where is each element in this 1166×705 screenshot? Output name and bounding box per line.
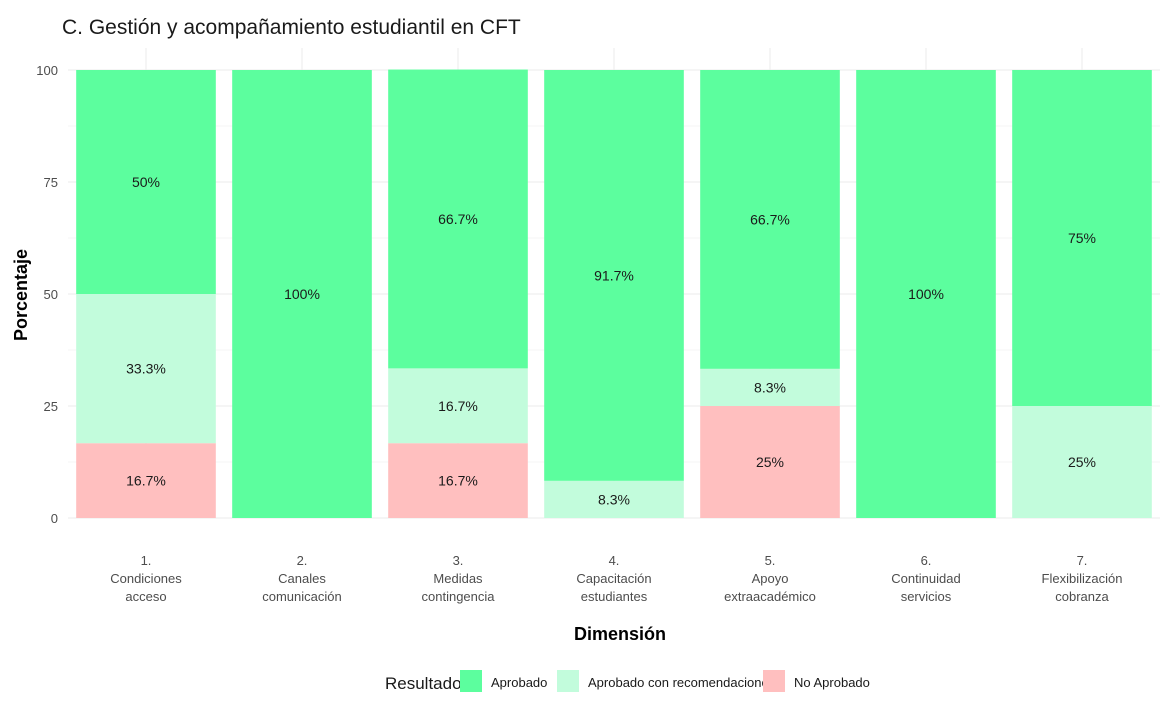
bar-segment (700, 70, 840, 369)
bar-segment (700, 406, 840, 518)
bar-segment (388, 368, 528, 444)
bar-value-label: 75% (1068, 230, 1096, 246)
x-axis: 1. Condiciones acceso 2. Canales comunicación… (110, 553, 1122, 604)
bar-value-label: 100% (908, 286, 944, 302)
bar-labels: 16.7% 33.3% 50% 100% 16.7% 16.7% 66.7% 8.3% 91.7… (126, 174, 1096, 507)
bar-segment (1012, 70, 1152, 406)
bar-value-label: 33.3% (126, 361, 166, 377)
bar-segment (544, 70, 684, 481)
bar-value-label: 16.7% (438, 398, 478, 414)
bar-segment (388, 443, 528, 518)
bar-segment (388, 69, 528, 369)
bar-value-label: 66.7% (750, 211, 790, 227)
legend-key (763, 670, 785, 692)
chart-title: C. Gestión y acompañamiento estudiantil … (62, 16, 521, 39)
bar-value-label: 66.7% (438, 211, 478, 227)
x-tick-label: 2. Canales comunicación (262, 553, 342, 604)
bar-value-label: 50% (132, 174, 160, 190)
y-tick-label: 75 (44, 175, 58, 190)
x-tick-label: 4. Capacitación estudiantes (576, 553, 651, 604)
legend-label: Aprobado (491, 675, 547, 690)
x-tick-label: 5. Apoyo extraacadémico (724, 553, 816, 604)
x-tick-label: 7. Flexibilización cobranza (1042, 553, 1123, 604)
legend-title: Resultado (385, 674, 462, 693)
x-tick-label: 1. Condiciones acceso (110, 553, 182, 604)
x-tick-label: 3. Medidas contingencia (422, 553, 496, 604)
bar-segment (700, 368, 840, 406)
y-tick-label: 25 (44, 399, 58, 414)
legend-key (460, 670, 482, 692)
legend: Resultado Aprobado Aprobado con recomendac… (385, 670, 870, 693)
bar-segment (856, 70, 996, 518)
bar-value-label: 25% (1068, 454, 1096, 470)
bar-value-label: 8.3% (598, 491, 630, 507)
bar-segment (76, 70, 216, 294)
y-axis-title: Porcentaje (11, 249, 31, 341)
bar-segment (232, 70, 372, 518)
bar-value-label: 25% (756, 454, 784, 470)
bar-segment (1012, 406, 1152, 518)
bar-segment (76, 294, 216, 444)
bar-value-label: 91.7% (594, 267, 634, 283)
legend-label: No Aprobado (794, 675, 870, 690)
bar-value-label: 16.7% (438, 473, 478, 489)
bars (76, 69, 1152, 518)
y-axis: 0 25 50 75 100 (36, 63, 58, 526)
bar-value-label: 16.7% (126, 473, 166, 489)
x-tick-label: 6. Continuidad servicios (891, 553, 960, 604)
y-tick-label: 100 (36, 63, 58, 78)
bar-value-label: 8.3% (754, 379, 786, 395)
y-tick-label: 50 (44, 287, 58, 302)
bar-segment (544, 480, 684, 518)
x-axis-title: Dimensión (574, 624, 666, 644)
legend-key (557, 670, 579, 692)
bar-value-label: 100% (284, 286, 320, 302)
y-tick-label: 0 (51, 511, 58, 526)
legend-label: Aprobado con recomendaciones (588, 675, 776, 690)
bar-segment (76, 443, 216, 518)
